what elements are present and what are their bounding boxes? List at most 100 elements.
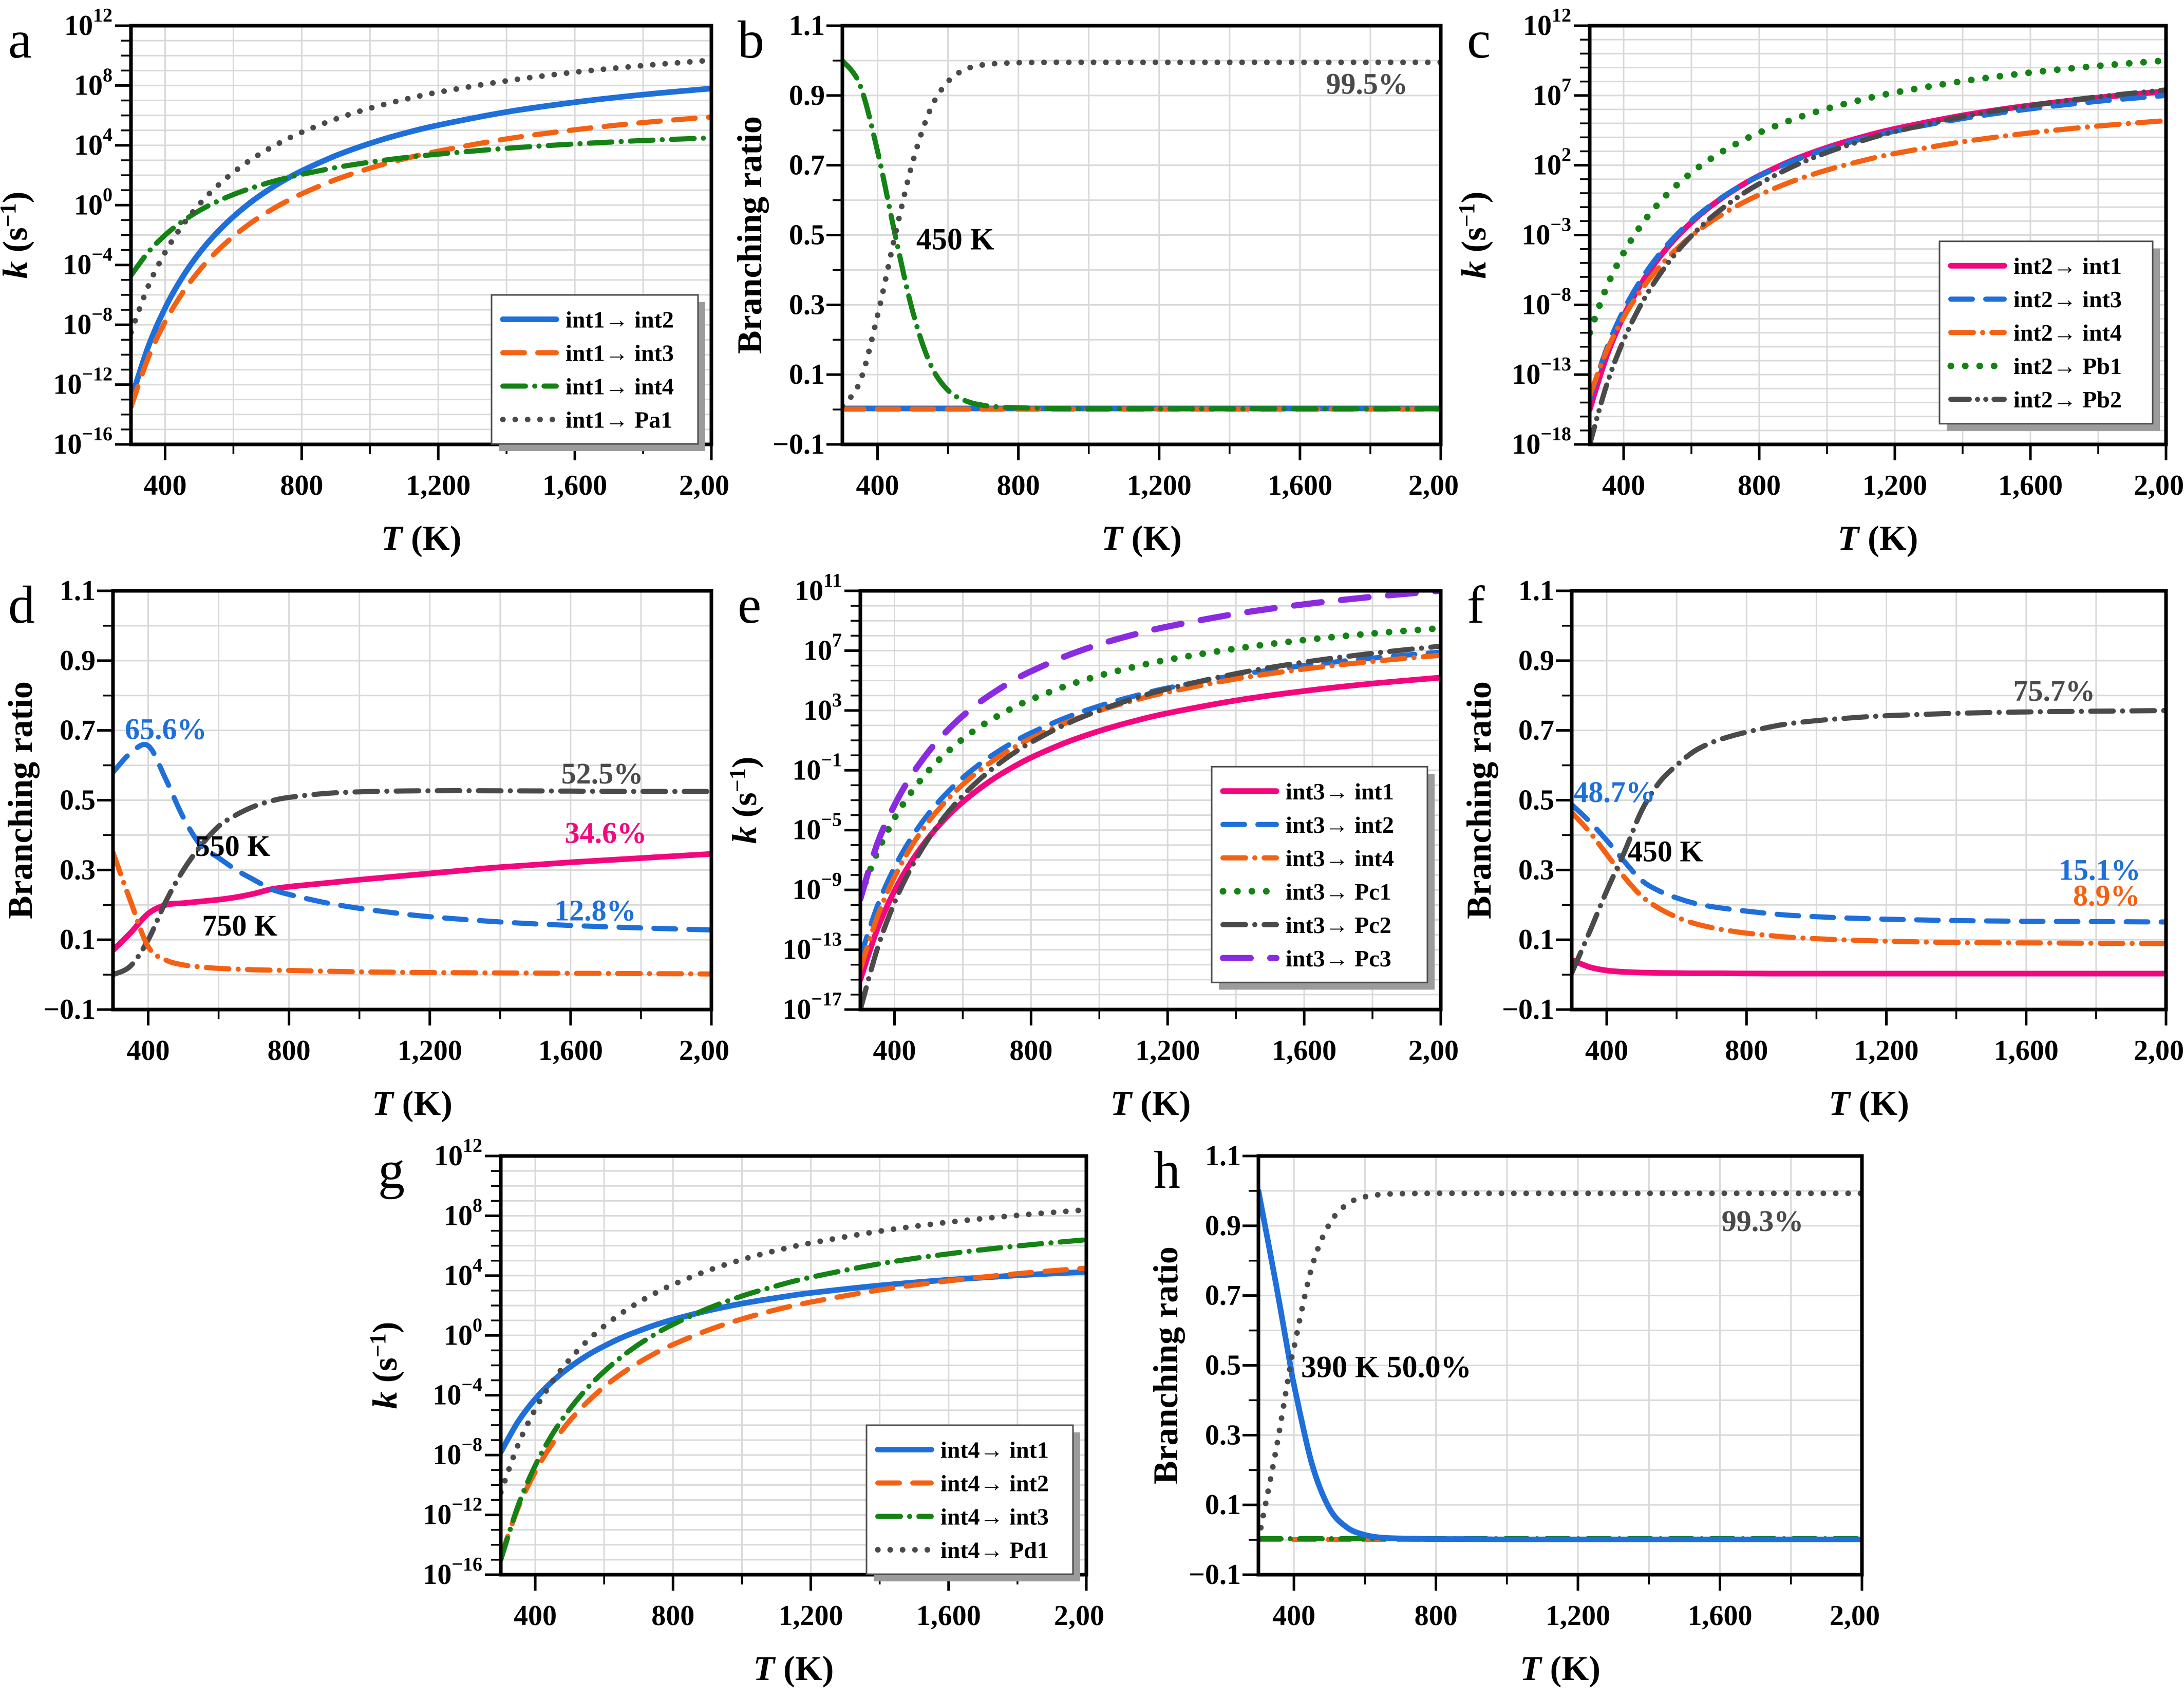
x-tick-label: 1,200 <box>406 470 470 501</box>
tick-labels: 400 800 1,200 1,600 2,000 1011 107 103 10−1 10−5 1… <box>782 570 1459 1067</box>
annotation: 12.8% <box>554 894 636 927</box>
y-tick-label: 0.1 <box>60 924 96 956</box>
panel-f-canvas: 400 800 1,200 1,600 2,000 −0.1 0.1 0.3 0.5 0.7 0.9… <box>1459 575 2184 1123</box>
series-a-int1-int4 <box>131 135 711 278</box>
panel-letter-d: d <box>8 575 35 635</box>
y-axis-title: Branching ratio <box>730 116 769 354</box>
x-tick-label: 1,600 <box>916 1600 981 1632</box>
series-group <box>1572 708 2166 977</box>
x-tick-label: 800 <box>1738 470 1781 501</box>
annotation: 52.5% <box>561 757 644 790</box>
y-tick-label: 10−9 <box>792 869 842 906</box>
legend-label: int1→ int4 <box>566 374 674 400</box>
annotations: 65.6% 550 K 750 K 52.5% 34.6% 12.8% <box>125 713 647 942</box>
series-h-blue-solid <box>1258 1188 1862 1542</box>
annotations: 390 K 50.0% 99.3% <box>1301 1204 1803 1384</box>
y-tick-label: 1.1 <box>1518 575 1554 607</box>
x-tick-label: 400 <box>514 1600 557 1632</box>
series-f-blue-dashed <box>1572 802 2166 925</box>
series-d-blue-dashed <box>113 742 711 933</box>
annotation: 450 K <box>916 222 994 256</box>
x-axis-title: T (K) <box>381 518 462 557</box>
y-tick-label: 0.7 <box>60 715 96 747</box>
annotation: 34.6% <box>565 816 647 849</box>
y-tick-label: −0.1 <box>43 994 96 1025</box>
grid <box>113 591 711 1010</box>
grid <box>501 1156 1086 1575</box>
series-group <box>860 591 1441 1010</box>
y-tick-label: 10−4 <box>63 244 112 281</box>
x-axis-title: T (K) <box>1101 518 1182 557</box>
series-g-int4-int2 <box>501 1265 1086 1560</box>
x-tick-label: 800 <box>997 470 1040 501</box>
y-axis-title: k (s−1) <box>1459 192 1493 279</box>
panel-letter-h: h <box>1154 1141 1180 1200</box>
panel-a: 400 800 1,200 1,600 2,000 1012 108 104 100 10−4 10… <box>0 0 729 563</box>
y-tick-label: 104 <box>444 1255 482 1292</box>
y-tick-label: 10−8 <box>1521 284 1571 321</box>
y-tick-label: 10−5 <box>792 809 842 846</box>
x-axis-title: T (K) <box>1829 1084 1909 1123</box>
legend-label: int1→ Pa1 <box>566 407 672 433</box>
x-tick-label: 1,200 <box>1862 470 1927 501</box>
y-tick-label: 0.9 <box>1518 645 1554 677</box>
series-e-int3-int4 <box>860 652 1441 972</box>
panel-e-canvas: 400 800 1,200 1,600 2,000 1011 107 103 10−1 10−5 1… <box>729 570 1459 1123</box>
series-e-int3-int1 <box>860 675 1441 983</box>
series-g-int4-pd1 <box>501 1207 1086 1496</box>
x-axis-title: T (K) <box>1520 1649 1601 1688</box>
y-tick-label: 0.1 <box>1205 1489 1241 1521</box>
y-tick-label: 1.1 <box>789 10 825 42</box>
panel-letter-e: e <box>738 575 761 635</box>
tick-labels: 400 800 1,200 1,600 2,000 1012 108 104 100 10−4 10… <box>53 5 729 501</box>
y-tick-label: 0.3 <box>789 289 825 321</box>
x-tick-label: 800 <box>1009 1035 1052 1067</box>
annotations: 450 K 99.5% <box>916 67 1408 256</box>
annotation: 8.9% <box>2073 879 2140 912</box>
grid <box>1572 591 2166 1010</box>
plot-border <box>858 589 1443 1012</box>
annotation: 65.6% <box>125 713 207 746</box>
panel-letter-b: b <box>738 10 764 69</box>
x-tick-label: 1,600 <box>1998 470 2063 501</box>
panel-g-canvas: 400 800 1,200 1,600 2,000 1012 108 104 100 10−4 10… <box>370 1135 1104 1688</box>
x-tick-label: 2,000 <box>679 1035 729 1067</box>
x-tick-label: 2,000 <box>1054 1600 1104 1632</box>
y-tick-label: −0.1 <box>1189 1559 1241 1591</box>
annotation: 390 K 50.0% <box>1301 1350 1472 1384</box>
annotation: 450 K <box>1628 834 1703 868</box>
legend-label: int2→ int1 <box>2013 253 2122 279</box>
annotation: 550 K <box>195 829 271 863</box>
legend-label: int4→ Pd1 <box>940 1537 1049 1563</box>
annotation: 48.7% <box>1573 775 1655 809</box>
panel-f: 400 800 1,200 1,600 2,000 −0.1 0.1 0.3 0.5 0.7 0.9… <box>1459 565 2184 1128</box>
y-tick-label: 107 <box>803 629 842 666</box>
panel-letter-a: a <box>8 10 32 69</box>
x-axis-title: T (K) <box>754 1649 834 1688</box>
y-tick-label: 0.9 <box>1205 1210 1241 1242</box>
y-tick-label: 0.5 <box>789 219 825 251</box>
series-f-pink-solid <box>1572 957 2166 977</box>
plot-border <box>1256 1154 1864 1577</box>
annotation: 15.1% <box>2059 853 2141 886</box>
ticks <box>1242 1154 1863 1591</box>
y-axis-title: Branching ratio <box>1 681 40 919</box>
x-tick-label: 400 <box>143 470 186 501</box>
panel-letter-g: g <box>378 1141 405 1200</box>
panel-letter-c: c <box>1467 10 1491 69</box>
x-tick-label: 1,200 <box>1854 1035 1919 1067</box>
y-tick-label: 0.7 <box>1205 1280 1241 1312</box>
x-tick-label: 400 <box>127 1035 170 1067</box>
y-tick-label: 0.3 <box>1205 1419 1241 1451</box>
x-tick-label: 800 <box>268 1035 311 1067</box>
x-tick-label: 800 <box>280 470 323 501</box>
x-tick-label: 2,000 <box>1830 1600 1880 1632</box>
x-tick-label: 1,600 <box>1268 470 1332 501</box>
series-group <box>501 1207 1086 1562</box>
legend-label: int3→ Pc2 <box>1286 912 1391 938</box>
legend-label: int2→ Pb1 <box>2013 353 2122 379</box>
x-tick-label: 400 <box>1602 470 1645 501</box>
series-b-green-dash-dot <box>842 58 1441 412</box>
panel-c: 400 800 1,200 1,600 2,000 1012 107 102 10−3 10−8 1… <box>1459 0 2184 563</box>
